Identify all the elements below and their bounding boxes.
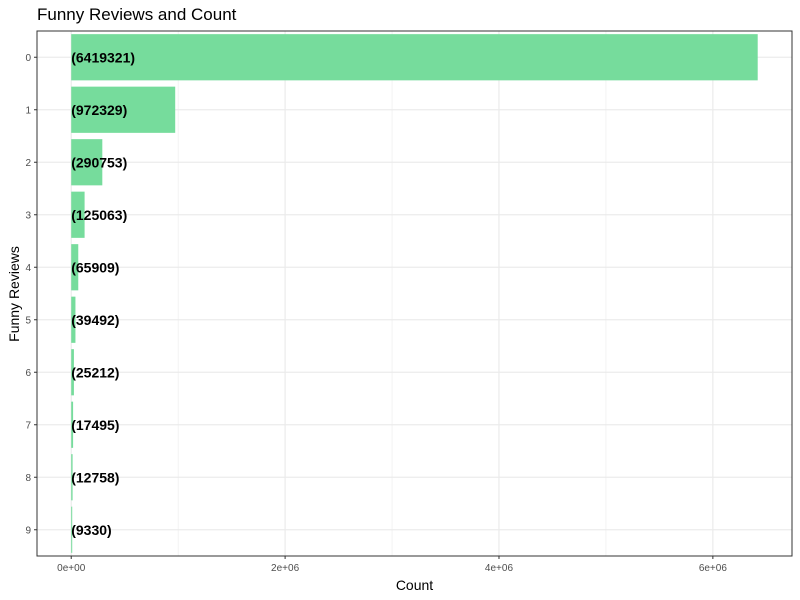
y-tick-label-6: 6 bbox=[25, 368, 31, 379]
bar-2 bbox=[71, 139, 103, 186]
x-axis-title: Count bbox=[395, 577, 434, 593]
chart-title: Funny Reviews and Count bbox=[37, 5, 237, 24]
data-label-6: (25212) bbox=[71, 364, 119, 380]
bar-5 bbox=[71, 296, 76, 343]
data-label-7: (17495) bbox=[71, 417, 119, 433]
x-tick-label: 6e+06 bbox=[699, 563, 728, 574]
bar-6 bbox=[71, 349, 74, 396]
y-tick-label-2: 2 bbox=[25, 158, 31, 169]
bar-1 bbox=[71, 86, 176, 133]
data-label-3: (125063) bbox=[71, 207, 127, 223]
bar-4 bbox=[71, 244, 79, 291]
y-tick-label-3: 3 bbox=[25, 210, 31, 221]
y-tick-label-5: 5 bbox=[25, 315, 31, 326]
y-tick-label-4: 4 bbox=[25, 263, 31, 274]
data-label-5: (39492) bbox=[71, 312, 119, 328]
data-label-4: (65909) bbox=[71, 259, 119, 275]
data-label-2: (290753) bbox=[71, 154, 127, 170]
x-tick-label: 0e+00 bbox=[57, 563, 86, 574]
x-tick-label: 4e+06 bbox=[485, 563, 514, 574]
panel-border bbox=[36, 30, 793, 557]
bar-9 bbox=[71, 506, 73, 553]
y-tick-label-1: 1 bbox=[25, 105, 31, 116]
bar-8 bbox=[71, 454, 73, 501]
y-tick-label-9: 9 bbox=[25, 525, 31, 536]
bar-7 bbox=[71, 401, 74, 448]
bar-3 bbox=[71, 191, 85, 238]
x-tick-label: 2e+06 bbox=[271, 563, 300, 574]
data-label-8: (12758) bbox=[71, 469, 119, 485]
y-tick-label-8: 8 bbox=[25, 473, 31, 484]
bar-0 bbox=[71, 34, 758, 81]
y-tick-label-0: 0 bbox=[25, 53, 31, 64]
data-label-0: (6419321) bbox=[71, 49, 135, 65]
y-tick-label-7: 7 bbox=[25, 420, 31, 431]
data-label-9: (9330) bbox=[71, 522, 111, 538]
data-label-1: (972329) bbox=[71, 102, 127, 118]
